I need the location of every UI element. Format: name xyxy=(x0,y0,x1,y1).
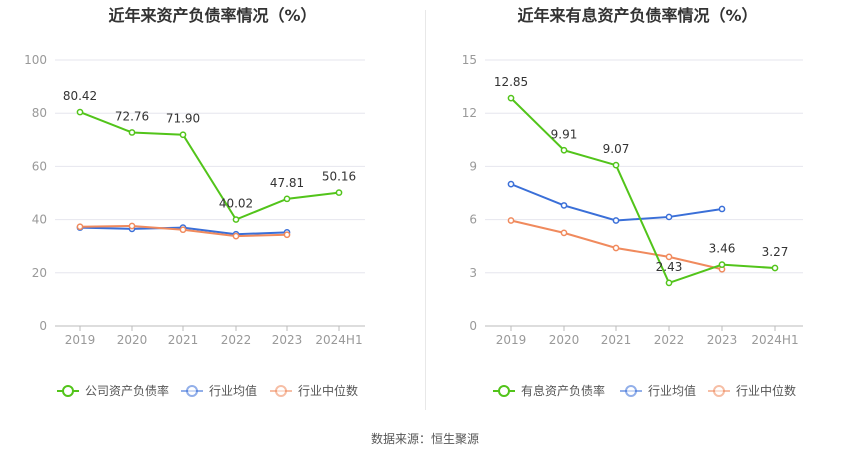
data-point xyxy=(665,253,673,261)
legend-entry-label: 有息资产负债率 xyxy=(521,383,605,398)
x-tick-label: 2021 xyxy=(168,333,199,347)
legend-entry-label: 行业中位数 xyxy=(736,383,796,398)
x-tick-label: 2024H1 xyxy=(315,333,362,347)
y-tick-label: 60 xyxy=(32,159,47,173)
y-tick-label: 80 xyxy=(32,106,47,120)
data-point xyxy=(560,229,568,237)
data-point xyxy=(507,217,515,224)
data-point xyxy=(232,216,240,223)
data-point xyxy=(560,202,568,209)
data-point xyxy=(507,94,515,102)
legend-entry-label: 行业中位数 xyxy=(298,383,358,398)
y-tick-label: 40 xyxy=(32,213,47,227)
data-label: 47.81 xyxy=(270,176,304,190)
data-label: 3.46 xyxy=(709,242,736,256)
data-point xyxy=(612,161,620,169)
legend-entry-label: 公司资产负债率 xyxy=(85,383,169,398)
legend-entry-label: 行业均值 xyxy=(209,383,257,398)
chart-title-right: 近年来有息资产负债率情况（%） xyxy=(517,6,758,25)
y-tick-label: 0 xyxy=(469,319,477,333)
data-label: 2.43 xyxy=(656,260,683,274)
data-label: 40.02 xyxy=(219,197,253,211)
data-point xyxy=(718,205,726,213)
data-label: 12.85 xyxy=(494,75,528,89)
x-tick-label: 2022 xyxy=(654,333,685,347)
data-point xyxy=(179,226,187,234)
y-tick-label: 9 xyxy=(469,159,477,173)
y-tick-label: 3 xyxy=(469,266,477,280)
data-point xyxy=(560,146,568,154)
panel-divider xyxy=(425,10,426,410)
data-label: 3.27 xyxy=(762,245,789,259)
y-tick-label: 0 xyxy=(39,319,47,333)
x-tick-label: 2021 xyxy=(601,333,632,347)
data-label: 50.16 xyxy=(322,170,356,184)
x-tick-label: 2020 xyxy=(549,333,580,347)
series-line xyxy=(510,97,776,285)
data-point xyxy=(665,279,673,287)
data-point xyxy=(283,195,291,203)
x-tick-label: 2024H1 xyxy=(751,333,798,347)
legend-swatch-marker xyxy=(625,385,637,397)
data-point xyxy=(335,189,343,196)
x-tick-label: 2020 xyxy=(117,333,148,347)
data-point xyxy=(76,108,84,116)
data-label: 80.42 xyxy=(63,89,97,103)
data-point xyxy=(232,232,240,240)
data-point xyxy=(179,131,187,139)
data-point xyxy=(612,244,620,252)
legend-entry-label: 行业均值 xyxy=(648,383,696,398)
x-tick-label: 2023 xyxy=(272,333,303,347)
data-point xyxy=(612,217,620,224)
chart-title-left: 近年来资产负债率情况（%） xyxy=(108,6,317,25)
data-label: 72.76 xyxy=(115,109,149,123)
data-point xyxy=(128,129,136,136)
x-tick-label: 2023 xyxy=(707,333,738,347)
y-tick-label: 20 xyxy=(32,266,47,280)
data-label: 71.90 xyxy=(166,112,200,126)
data-point xyxy=(128,222,136,230)
data-point xyxy=(76,223,84,231)
legend-swatch-marker xyxy=(62,385,74,397)
series-line xyxy=(79,111,340,221)
legend-swatch-marker xyxy=(275,385,287,397)
x-tick-label: 2019 xyxy=(65,333,96,347)
data-point xyxy=(771,264,779,272)
legend-swatch-marker xyxy=(186,385,198,397)
x-tick-label: 2022 xyxy=(221,333,252,347)
x-tick-label: 2019 xyxy=(496,333,527,347)
data-point xyxy=(665,213,673,221)
y-tick-label: 15 xyxy=(462,53,477,67)
y-tick-label: 12 xyxy=(462,106,477,120)
y-tick-label: 100 xyxy=(24,53,47,67)
data-point xyxy=(718,261,726,268)
legend-swatch-marker xyxy=(498,385,510,397)
data-point xyxy=(283,231,291,239)
data-source-note: 数据来源：恒生聚源 xyxy=(370,432,479,446)
data-label: 9.07 xyxy=(603,142,630,156)
data-point xyxy=(507,180,515,188)
data-label: 9.91 xyxy=(551,127,578,141)
y-tick-label: 6 xyxy=(469,213,477,227)
series-line xyxy=(510,183,723,222)
legend-swatch-marker xyxy=(713,385,725,397)
